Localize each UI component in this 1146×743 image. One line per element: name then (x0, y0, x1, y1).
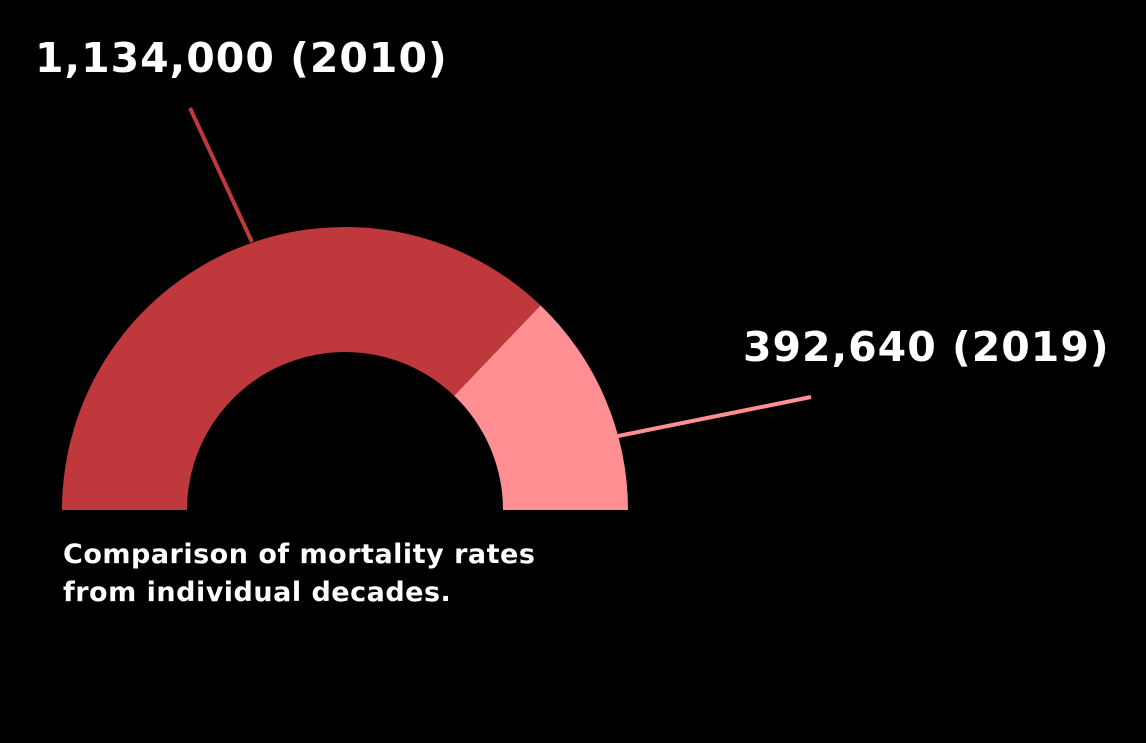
caption-line-1: Comparison of mortality rates (63, 539, 536, 570)
data-label-2010: 1,134,000 (2010) (35, 34, 448, 82)
leader-line-2010 (188, 107, 254, 243)
slices-group (62, 226, 628, 510)
slice-2019 (454, 305, 628, 510)
leaders-group (188, 107, 812, 438)
leader-line-2019 (617, 395, 812, 438)
slice-2010 (62, 226, 541, 510)
data-label-2019: 392,640 (2019) (743, 323, 1110, 371)
chart-caption: Comparison of mortality rates from indiv… (63, 536, 663, 612)
caption-line-2: from individual decades. (63, 577, 452, 608)
